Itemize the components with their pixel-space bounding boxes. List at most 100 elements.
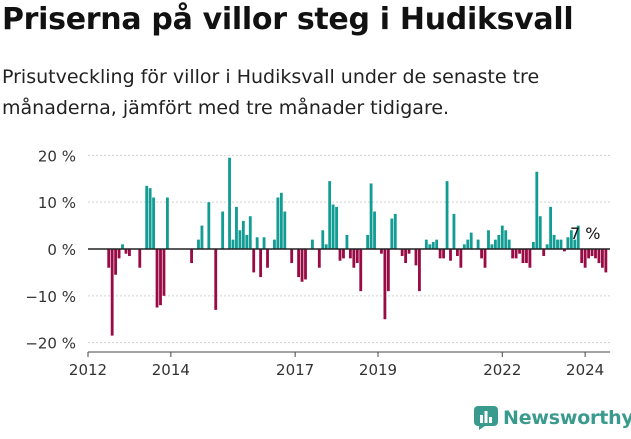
- x-tick-label: 2022: [483, 361, 521, 379]
- chart-title: Priserna på villor steg i Hudiksvall: [2, 2, 574, 37]
- bar: [431, 241, 435, 249]
- bar: [148, 188, 152, 249]
- bar: [262, 237, 266, 249]
- bar: [121, 244, 124, 249]
- bar: [490, 244, 494, 249]
- bar: [279, 192, 283, 249]
- x-axis: [88, 248, 610, 353]
- x-tick-label: 2024: [566, 361, 604, 379]
- x-tick-label: 2019: [359, 361, 397, 379]
- bar: [228, 157, 231, 249]
- bar: [342, 249, 345, 259]
- bar: [162, 249, 166, 296]
- bar: [338, 249, 342, 261]
- last-value-label: 7 %: [570, 224, 600, 243]
- bar: [563, 249, 566, 252]
- bar: [580, 249, 584, 264]
- bar: [531, 241, 535, 249]
- bar: [552, 234, 556, 249]
- bar: [445, 181, 449, 249]
- bar: [386, 249, 390, 292]
- bar: [317, 249, 321, 268]
- bar: [155, 249, 159, 308]
- bar: [369, 183, 373, 249]
- bar: [165, 197, 169, 249]
- bar: [214, 249, 218, 310]
- bar: [366, 234, 370, 249]
- bar: [393, 213, 397, 249]
- bar: [511, 249, 515, 259]
- bar-chart-logo-icon: [474, 406, 498, 430]
- bar: [235, 206, 238, 249]
- bar: [545, 244, 549, 249]
- bar: [407, 249, 411, 254]
- bar: [459, 249, 463, 268]
- bar: [556, 239, 559, 249]
- bar: [507, 239, 511, 249]
- bar: [114, 249, 118, 275]
- bar: [297, 249, 301, 278]
- bar: [273, 239, 276, 249]
- bar: [324, 244, 328, 249]
- bar: [497, 234, 501, 249]
- bar: [604, 249, 608, 273]
- bar: [159, 249, 162, 306]
- bar: [221, 211, 225, 249]
- chart-subtitle: Prisutveckling för villor i Hudiksvall u…: [2, 66, 540, 119]
- bar: [283, 211, 287, 249]
- bar: [245, 234, 249, 249]
- bar: [380, 249, 383, 254]
- bar: [404, 249, 408, 264]
- bar: [138, 249, 142, 268]
- bar: [535, 171, 539, 249]
- bar: [483, 249, 487, 268]
- x-tick-label: 2012: [69, 361, 107, 379]
- bar: [428, 244, 432, 249]
- bar: [438, 249, 442, 259]
- bar: [566, 237, 570, 249]
- bar: [569, 230, 573, 249]
- bar: [331, 204, 335, 249]
- bar: [480, 249, 483, 259]
- bar: [207, 202, 211, 249]
- bar: [466, 239, 470, 249]
- bar: [107, 249, 111, 268]
- bar: [238, 230, 242, 249]
- bar: [300, 249, 304, 282]
- bar: [493, 239, 497, 249]
- bar: [110, 249, 114, 336]
- bar: [442, 249, 446, 259]
- bar: [449, 249, 452, 261]
- bar: [248, 216, 252, 249]
- bar: [255, 237, 259, 249]
- bar: [241, 220, 245, 249]
- y-tick-label: 20 %: [38, 147, 76, 165]
- bar: [583, 249, 587, 268]
- y-axis-tick-labels: −20 % −10 % 0 % 10 % 20 %: [25, 147, 76, 352]
- bar: [452, 213, 456, 249]
- y-tick-label: 10 %: [38, 194, 76, 212]
- x-tick-label: 2014: [152, 361, 190, 379]
- bar: [348, 249, 352, 259]
- bar: [455, 249, 459, 257]
- bar: [352, 249, 356, 268]
- bar: [197, 239, 200, 249]
- bar: [252, 249, 256, 273]
- grid-lines: [88, 154, 610, 344]
- bar: [304, 249, 307, 280]
- x-axis-tick-labels: 2012 2014 2017 2019 2022 2024: [69, 352, 604, 379]
- bar: [373, 211, 376, 249]
- bar: [117, 249, 121, 259]
- bar: [469, 232, 473, 249]
- bar: [390, 218, 394, 249]
- bar: [521, 249, 525, 264]
- bar: [424, 239, 428, 249]
- bar: [231, 239, 235, 249]
- bar: [487, 230, 490, 249]
- bar: [355, 249, 359, 264]
- bar: [266, 249, 269, 268]
- bar: [259, 249, 263, 278]
- y-tick-label: −20 %: [25, 335, 76, 353]
- bar: [476, 239, 480, 249]
